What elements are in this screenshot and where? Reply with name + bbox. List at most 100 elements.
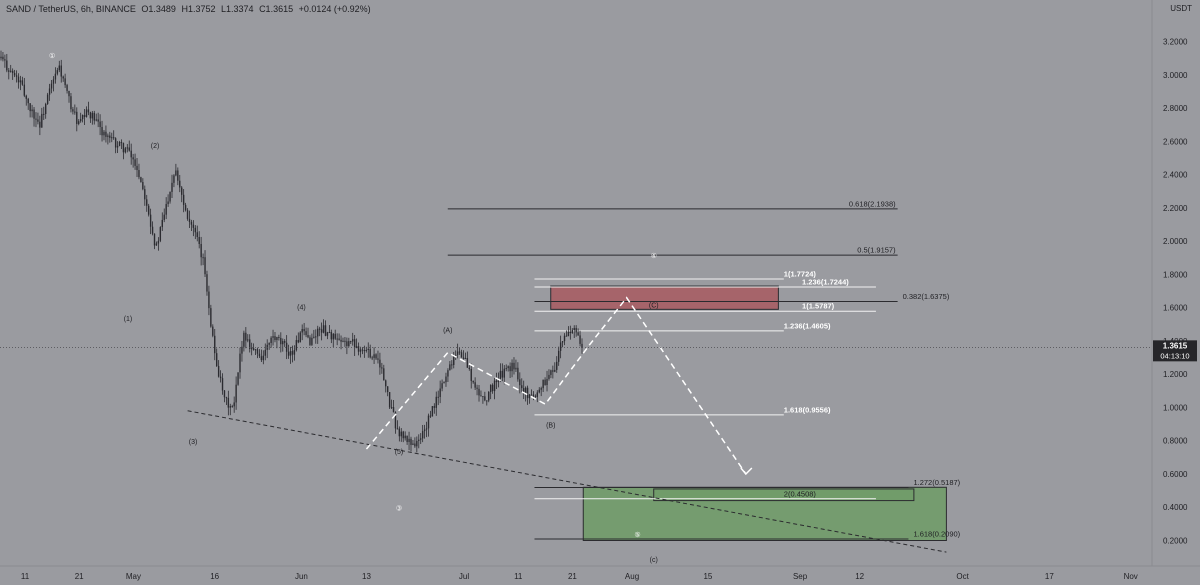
candle[interactable] xyxy=(243,330,245,352)
candle[interactable] xyxy=(488,391,490,403)
candle[interactable] xyxy=(509,362,511,379)
candle[interactable] xyxy=(291,345,294,363)
candle[interactable] xyxy=(233,396,235,413)
candle[interactable] xyxy=(285,335,288,360)
candle[interactable] xyxy=(17,73,20,89)
candle[interactable] xyxy=(188,210,191,229)
candle[interactable] xyxy=(113,130,115,140)
price-axis-layer[interactable]: 3.2000 3.0000 2.8000 2.6000 2.4000 2.2000 2.00… xyxy=(1163,38,1188,546)
candle[interactable] xyxy=(330,329,333,344)
candle[interactable] xyxy=(326,331,329,340)
candle[interactable] xyxy=(260,349,263,362)
candle[interactable] xyxy=(410,436,412,452)
candle[interactable] xyxy=(169,191,171,204)
candle[interactable] xyxy=(390,399,393,410)
candle[interactable] xyxy=(392,399,395,413)
candle[interactable] xyxy=(332,333,334,348)
candle[interactable] xyxy=(107,133,109,145)
candle[interactable] xyxy=(204,250,206,277)
candle[interactable] xyxy=(536,390,539,403)
candle[interactable] xyxy=(250,342,253,356)
candle[interactable] xyxy=(124,146,127,154)
candle[interactable] xyxy=(550,369,552,379)
candle[interactable] xyxy=(72,106,74,115)
candle[interactable] xyxy=(297,332,300,344)
candle[interactable] xyxy=(404,431,406,441)
candle[interactable] xyxy=(348,337,350,348)
candle[interactable] xyxy=(559,335,562,359)
candle[interactable] xyxy=(470,363,472,389)
candle[interactable] xyxy=(406,435,408,445)
candle[interactable] xyxy=(85,106,88,118)
candle[interactable] xyxy=(56,67,59,76)
candle[interactable] xyxy=(427,413,430,437)
candle[interactable] xyxy=(134,153,136,170)
candle[interactable] xyxy=(579,330,581,347)
candle[interactable] xyxy=(219,370,222,383)
candle[interactable] xyxy=(546,370,548,392)
candle[interactable] xyxy=(245,327,247,349)
candle[interactable] xyxy=(258,349,261,358)
candle[interactable] xyxy=(443,381,445,384)
candle[interactable] xyxy=(503,365,505,385)
candle[interactable] xyxy=(280,332,282,353)
candle[interactable] xyxy=(157,237,160,251)
candle[interactable] xyxy=(200,236,202,266)
candle[interactable] xyxy=(447,368,449,383)
candle[interactable] xyxy=(81,114,84,123)
candle[interactable] xyxy=(336,333,338,346)
candle[interactable] xyxy=(268,342,270,350)
candle[interactable] xyxy=(328,325,331,334)
candle[interactable] xyxy=(418,434,420,449)
candle[interactable] xyxy=(441,379,443,392)
candle[interactable] xyxy=(318,326,321,337)
candle[interactable] xyxy=(495,372,498,390)
candle[interactable] xyxy=(334,329,336,340)
candle[interactable] xyxy=(313,329,315,339)
candle[interactable] xyxy=(363,345,366,358)
candle[interactable] xyxy=(344,336,346,347)
candle[interactable] xyxy=(421,424,424,443)
candle[interactable] xyxy=(400,428,402,442)
candle[interactable] xyxy=(6,53,8,73)
candle[interactable] xyxy=(74,104,76,115)
candle[interactable] xyxy=(468,365,470,371)
candle[interactable] xyxy=(445,372,447,387)
candle[interactable] xyxy=(565,330,568,337)
candle[interactable] xyxy=(398,426,401,442)
candle[interactable] xyxy=(439,380,441,404)
candle[interactable] xyxy=(184,202,187,212)
candle[interactable] xyxy=(237,372,239,386)
candle[interactable] xyxy=(474,377,476,390)
candle[interactable] xyxy=(175,163,177,177)
candle[interactable] xyxy=(396,420,399,430)
candle[interactable] xyxy=(276,336,278,349)
candle[interactable] xyxy=(511,359,513,378)
candle[interactable] xyxy=(575,325,577,337)
candle[interactable] xyxy=(569,325,572,340)
candle[interactable] xyxy=(301,324,303,341)
candle[interactable] xyxy=(501,363,504,382)
candle[interactable] xyxy=(151,221,154,236)
candle[interactable] xyxy=(140,176,142,183)
candle[interactable] xyxy=(163,208,165,223)
candle[interactable] xyxy=(247,334,249,343)
candle[interactable] xyxy=(254,348,257,355)
candle[interactable] xyxy=(120,139,123,150)
candle[interactable] xyxy=(4,54,6,68)
candle[interactable] xyxy=(462,350,465,360)
candle[interactable] xyxy=(235,376,237,410)
candle[interactable] xyxy=(11,68,14,80)
candle[interactable] xyxy=(241,340,243,362)
candle[interactable] xyxy=(161,212,163,231)
candle[interactable] xyxy=(542,379,544,393)
candle[interactable] xyxy=(437,390,439,406)
candle[interactable] xyxy=(324,320,327,337)
candle[interactable] xyxy=(383,364,385,381)
candle[interactable] xyxy=(27,97,29,110)
candle[interactable] xyxy=(451,360,453,370)
candle[interactable] xyxy=(225,396,228,405)
candle[interactable] xyxy=(48,83,51,101)
candle[interactable] xyxy=(352,332,354,346)
candle[interactable] xyxy=(489,384,492,400)
